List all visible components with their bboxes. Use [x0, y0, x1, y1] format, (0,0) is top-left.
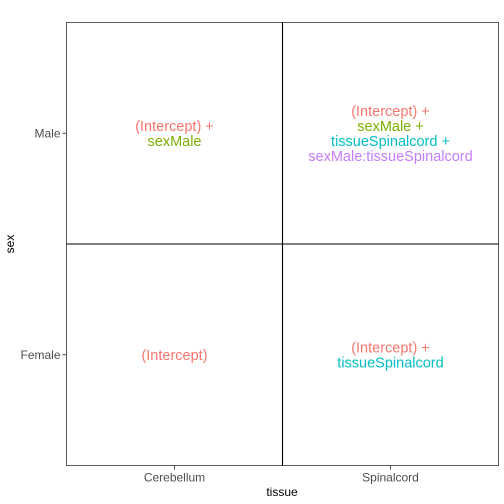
x-axis-title: tissue: [266, 485, 298, 499]
cell-labels: (Intercept) +sexMale(Intercept) +sexMale…: [135, 104, 473, 372]
x-tick-label-cerebellum: Cerebellum: [144, 471, 205, 485]
term-label: (Intercept) +: [351, 104, 430, 120]
y-tick-label-female: Female: [20, 348, 60, 362]
term-label: sexMale:tissueSpinalcord: [308, 149, 472, 165]
x-tick-label-spinalcord: Spinalcord: [362, 471, 419, 485]
term-label: (Intercept) +: [135, 119, 214, 135]
y-tick-label-male: Male: [34, 126, 60, 140]
cell-female-spinalcord: (Intercept) +tissueSpinalcord: [337, 340, 443, 371]
y-axis-title: sex: [3, 235, 17, 254]
y-axis: Female Male: [20, 126, 67, 362]
cell-female-cerebellum: (Intercept): [141, 348, 207, 364]
term-label: tissueSpinalcord: [337, 355, 443, 371]
term-label: sexMale: [148, 134, 202, 150]
term-label: (Intercept) +: [351, 340, 430, 356]
cell-male-spinalcord: (Intercept) +sexMale +tissueSpinalcord +…: [308, 104, 472, 165]
term-label: tissueSpinalcord +: [331, 134, 450, 150]
term-label: sexMale +: [357, 119, 424, 135]
x-axis: Cerebellum Spinalcord: [144, 465, 419, 485]
cell-male-cerebellum: (Intercept) +sexMale: [135, 119, 214, 150]
term-label: (Intercept): [141, 348, 207, 364]
